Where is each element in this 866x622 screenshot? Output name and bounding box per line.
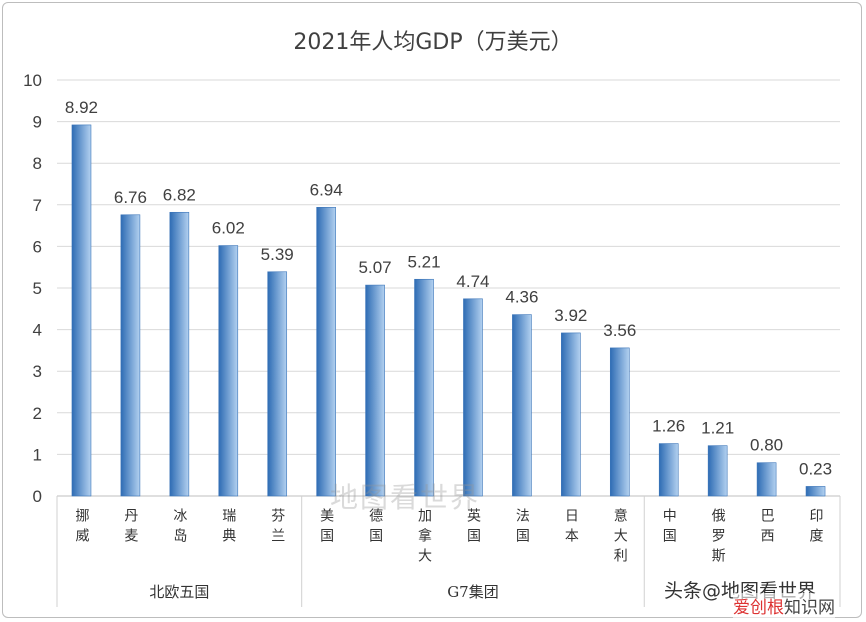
bar: [756, 462, 777, 497]
bar: [120, 214, 141, 497]
data-label: 6.76: [114, 188, 147, 207]
y-tick-label: 5: [33, 279, 42, 298]
x-tick-label: 美国: [318, 508, 334, 548]
bar: [414, 278, 434, 497]
watermark-site-b: 知识网: [784, 598, 835, 618]
y-tick-label: 8: [33, 154, 42, 173]
y-tick-label: 2: [33, 404, 42, 423]
x-tick-label: 巴西: [759, 508, 775, 548]
bar: [609, 347, 630, 497]
data-label: 4.36: [505, 288, 538, 307]
bar: [218, 245, 239, 497]
x-tick-label: 德国: [367, 508, 383, 548]
data-label: 6.02: [212, 219, 245, 238]
y-tick-label: 0: [33, 487, 42, 506]
x-tick-label: 冰岛: [171, 508, 187, 548]
x-tick-label: 法国: [514, 508, 530, 548]
y-tick-label: 9: [33, 113, 42, 132]
data-label: 8.92: [65, 98, 98, 117]
bar: [561, 332, 581, 497]
data-label: 6.82: [163, 185, 196, 204]
data-label: 5.21: [407, 252, 440, 271]
data-label: 4.74: [456, 272, 489, 291]
x-tick-label: 俄罗斯: [710, 508, 726, 568]
data-label: 6.94: [310, 180, 343, 199]
bar: [316, 206, 336, 497]
data-label: 1.21: [701, 419, 734, 438]
x-tick-label: 印度: [808, 508, 824, 548]
y-tick-label: 7: [33, 196, 42, 215]
watermark-center: 地图看世界: [330, 481, 481, 514]
data-label: 1.26: [652, 417, 685, 436]
y-tick-label: 1: [33, 445, 42, 464]
data-label: 3.56: [603, 321, 636, 340]
x-tick-label: 丹麦: [122, 508, 138, 548]
data-label: 5.07: [359, 258, 392, 277]
bar: [463, 298, 483, 497]
bar: [805, 486, 826, 497]
bar: [658, 443, 679, 497]
watermark-site-a: 爱创根: [733, 598, 784, 618]
x-tick-label: 瑞典: [220, 508, 236, 548]
watermark-site: 爱创根知识网: [733, 593, 835, 618]
data-label: 3.92: [554, 306, 587, 325]
bar: [512, 314, 532, 497]
x-tick-label: 中国: [661, 508, 677, 548]
y-tick-label: 4: [33, 321, 42, 340]
bar: [707, 445, 728, 497]
x-tick-label: 芬兰: [269, 508, 285, 548]
x-tick-label: 加拿大: [416, 508, 432, 568]
y-tick-label: 10: [23, 71, 42, 90]
bar: [267, 271, 288, 497]
data-label: 0.80: [750, 436, 783, 455]
y-tick-label: 3: [33, 362, 42, 381]
x-tick-label: 挪威: [73, 508, 89, 548]
x-tick-label: 英国: [465, 507, 481, 548]
bar: [169, 211, 190, 497]
chart-title: 2021年人均GDP（万美元）: [293, 30, 573, 55]
bar: [71, 124, 92, 497]
bar: [365, 284, 385, 497]
x-tick-label: 日本: [563, 508, 579, 548]
data-label: 5.39: [261, 245, 294, 264]
group-label: 北欧五国: [149, 583, 209, 601]
data-label: 0.23: [799, 459, 832, 478]
y-tick-label: 6: [33, 237, 42, 256]
x-tick-label: 意大利: [612, 507, 628, 568]
group-label: G7集团: [447, 583, 499, 601]
